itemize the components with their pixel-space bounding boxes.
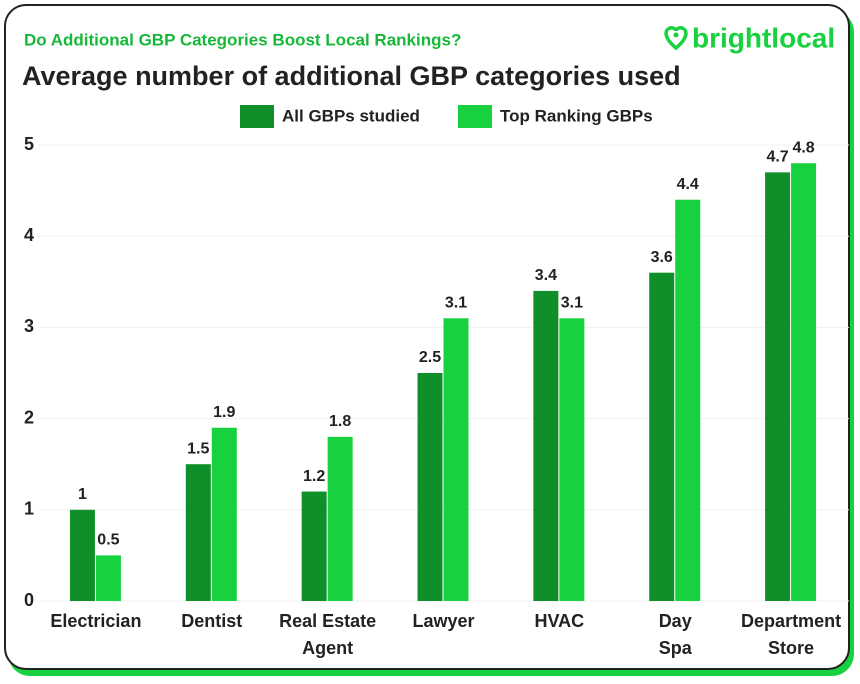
y-tick-label: 0 bbox=[24, 590, 34, 610]
x-tick-label: Dentist bbox=[181, 611, 243, 631]
logo: brightlocal bbox=[692, 22, 835, 53]
value-label: 3.4 bbox=[535, 267, 557, 284]
legend-swatch bbox=[240, 105, 274, 128]
value-label: 1.2 bbox=[303, 468, 325, 485]
y-tick-label: 2 bbox=[24, 407, 34, 427]
value-label: 4.4 bbox=[677, 176, 699, 193]
x-tick-label: Real Estate Agent bbox=[279, 611, 377, 658]
bar bbox=[443, 318, 469, 601]
logo-dot bbox=[673, 32, 679, 38]
bar bbox=[327, 436, 353, 601]
value-label: 3.6 bbox=[651, 249, 673, 266]
y-tick-label: 5 bbox=[24, 134, 34, 154]
bar bbox=[533, 290, 559, 601]
value-label: 4.7 bbox=[766, 149, 788, 166]
y-tick-label: 4 bbox=[24, 225, 34, 245]
bar bbox=[765, 172, 791, 602]
bar bbox=[791, 163, 817, 602]
value-label: 4.8 bbox=[792, 139, 814, 156]
chart-title: Average number of additional GBP categor… bbox=[22, 61, 681, 91]
x-tick-label: Day Spa bbox=[658, 611, 692, 658]
bar bbox=[301, 491, 327, 601]
logo-icon bbox=[664, 26, 688, 51]
subtitle: Do Additional GBP Categories Boost Local… bbox=[24, 30, 461, 49]
value-label: 1.8 bbox=[329, 413, 351, 430]
legend-label: All GBPs studied bbox=[282, 106, 420, 125]
value-label: 2.5 bbox=[419, 349, 441, 366]
bar bbox=[211, 427, 237, 601]
y-tick-label: 1 bbox=[24, 499, 34, 519]
x-tick-label: Department Store bbox=[741, 611, 842, 658]
x-tick-label: Lawyer bbox=[412, 611, 475, 631]
x-tick-label: Electrician bbox=[50, 611, 142, 631]
bar bbox=[417, 373, 443, 601]
legend-label: Top Ranking GBPs bbox=[500, 106, 653, 125]
legend-swatch bbox=[458, 105, 492, 128]
y-tick-label: 3 bbox=[24, 316, 34, 336]
x-tick-label: HVAC bbox=[534, 611, 585, 631]
value-label: 1.9 bbox=[213, 404, 235, 421]
bar bbox=[95, 555, 121, 601]
value-label: 3.1 bbox=[561, 294, 583, 311]
bar bbox=[69, 509, 95, 601]
bar bbox=[185, 464, 211, 601]
value-label: 1 bbox=[78, 486, 87, 503]
bar bbox=[559, 318, 585, 601]
bar bbox=[649, 272, 675, 601]
value-label: 0.5 bbox=[97, 532, 119, 549]
value-label: 1.5 bbox=[187, 440, 209, 457]
value-label: 3.1 bbox=[445, 294, 467, 311]
bar bbox=[675, 199, 701, 601]
